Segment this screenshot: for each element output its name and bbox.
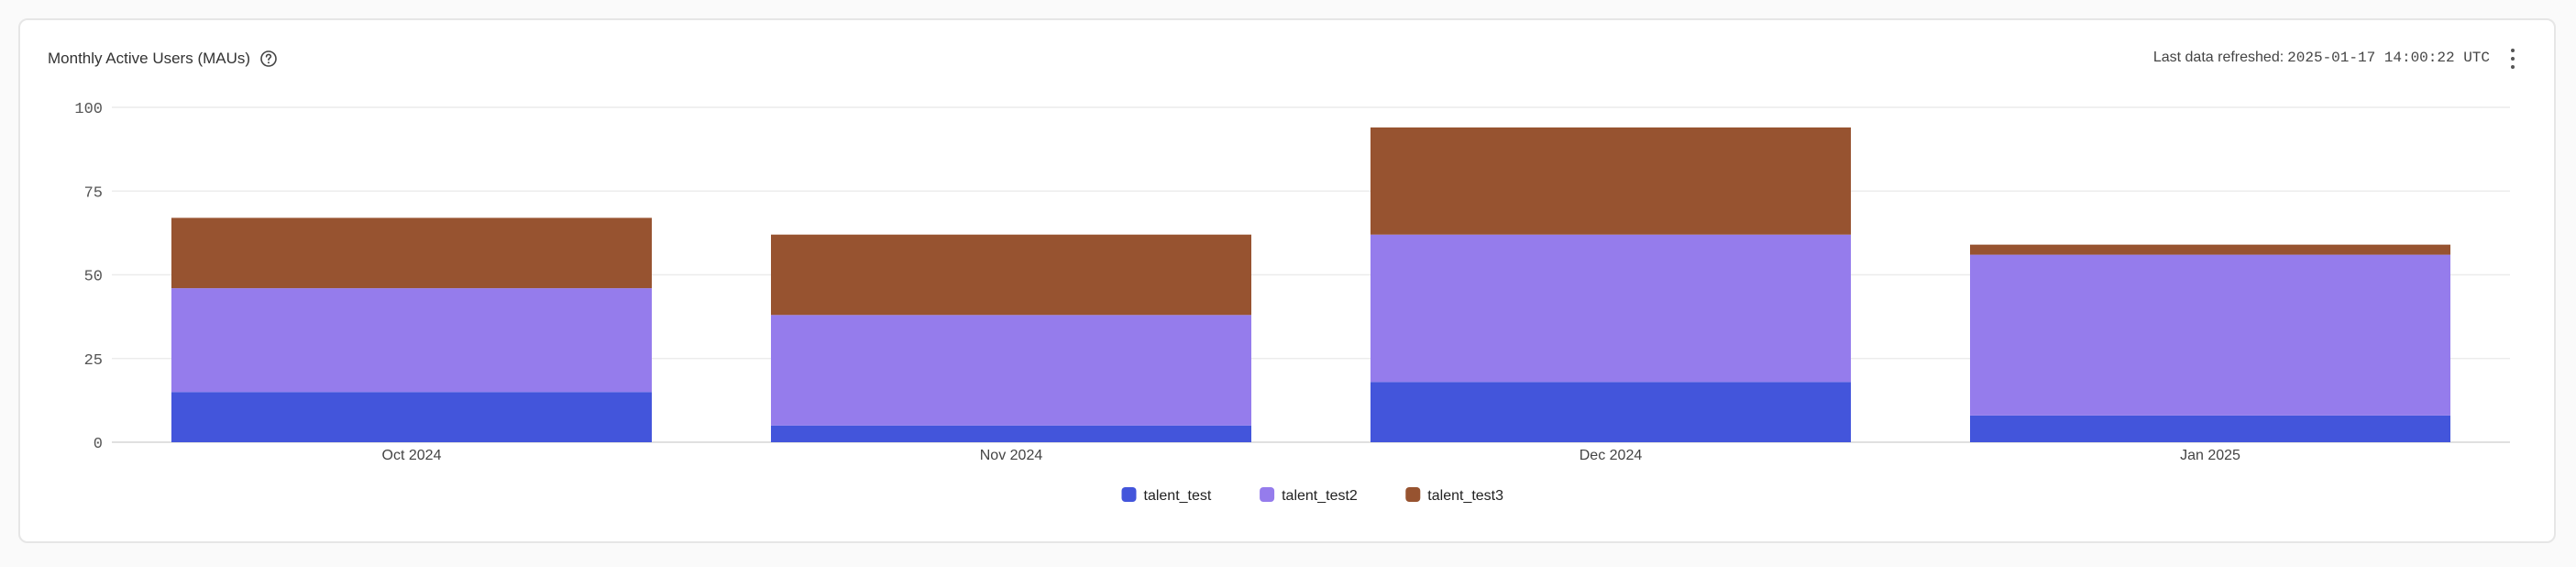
bar-segment-talent-test3 bbox=[171, 217, 652, 289]
x-tick-label: Oct 2024 bbox=[382, 448, 442, 463]
x-tick-label: Jan 2025 bbox=[2180, 448, 2240, 463]
bar-segment-talent-test2 bbox=[1371, 234, 1851, 383]
bar-segment-talent-test3 bbox=[771, 234, 1251, 316]
help-icon[interactable] bbox=[259, 50, 278, 68]
y-tick-label: 50 bbox=[84, 269, 103, 286]
y-tick-label: 100 bbox=[74, 101, 103, 118]
bar-segment-talent-test2 bbox=[1970, 254, 2450, 416]
x-tick-label: Nov 2024 bbox=[980, 448, 1043, 463]
bar-segment-talent-test bbox=[771, 425, 1251, 442]
legend-swatch bbox=[1405, 487, 1421, 502]
legend-label: talent_test bbox=[1144, 488, 1212, 504]
bar-segment-talent-test bbox=[1970, 415, 2450, 442]
card-header: Monthly Active Users (MAUs) bbox=[48, 50, 278, 68]
refresh-time: 2025-01-17 14:00:22 UTC bbox=[2287, 50, 2490, 66]
y-tick-label: 25 bbox=[84, 352, 103, 370]
chart-title: Monthly Active Users (MAUs) bbox=[48, 50, 251, 67]
more-vertical-icon[interactable] bbox=[2508, 49, 2517, 69]
x-tick-label: Dec 2024 bbox=[1580, 448, 1643, 463]
last-refreshed: Last data refreshed: 2025-01-17 14:00:22 … bbox=[2153, 50, 2490, 66]
bar-segment-talent-test3 bbox=[1371, 127, 1851, 235]
bar-segment-talent-test bbox=[171, 392, 652, 442]
bar-segment-talent-test bbox=[1371, 382, 1851, 442]
y-tick-label: 0 bbox=[94, 436, 103, 453]
bar-segment-talent-test2 bbox=[171, 288, 652, 393]
legend-swatch bbox=[1121, 487, 1137, 502]
bar-segment-talent-test3 bbox=[1970, 244, 2450, 255]
legend-swatch bbox=[1260, 487, 1275, 502]
y-tick-label: 75 bbox=[84, 184, 103, 202]
bar-segment-talent-test2 bbox=[771, 315, 1251, 426]
legend-label: talent_test2 bbox=[1282, 488, 1358, 504]
refresh-label: Last data refreshed: bbox=[2152, 50, 2284, 65]
legend-label: talent_test3 bbox=[1427, 488, 1503, 504]
